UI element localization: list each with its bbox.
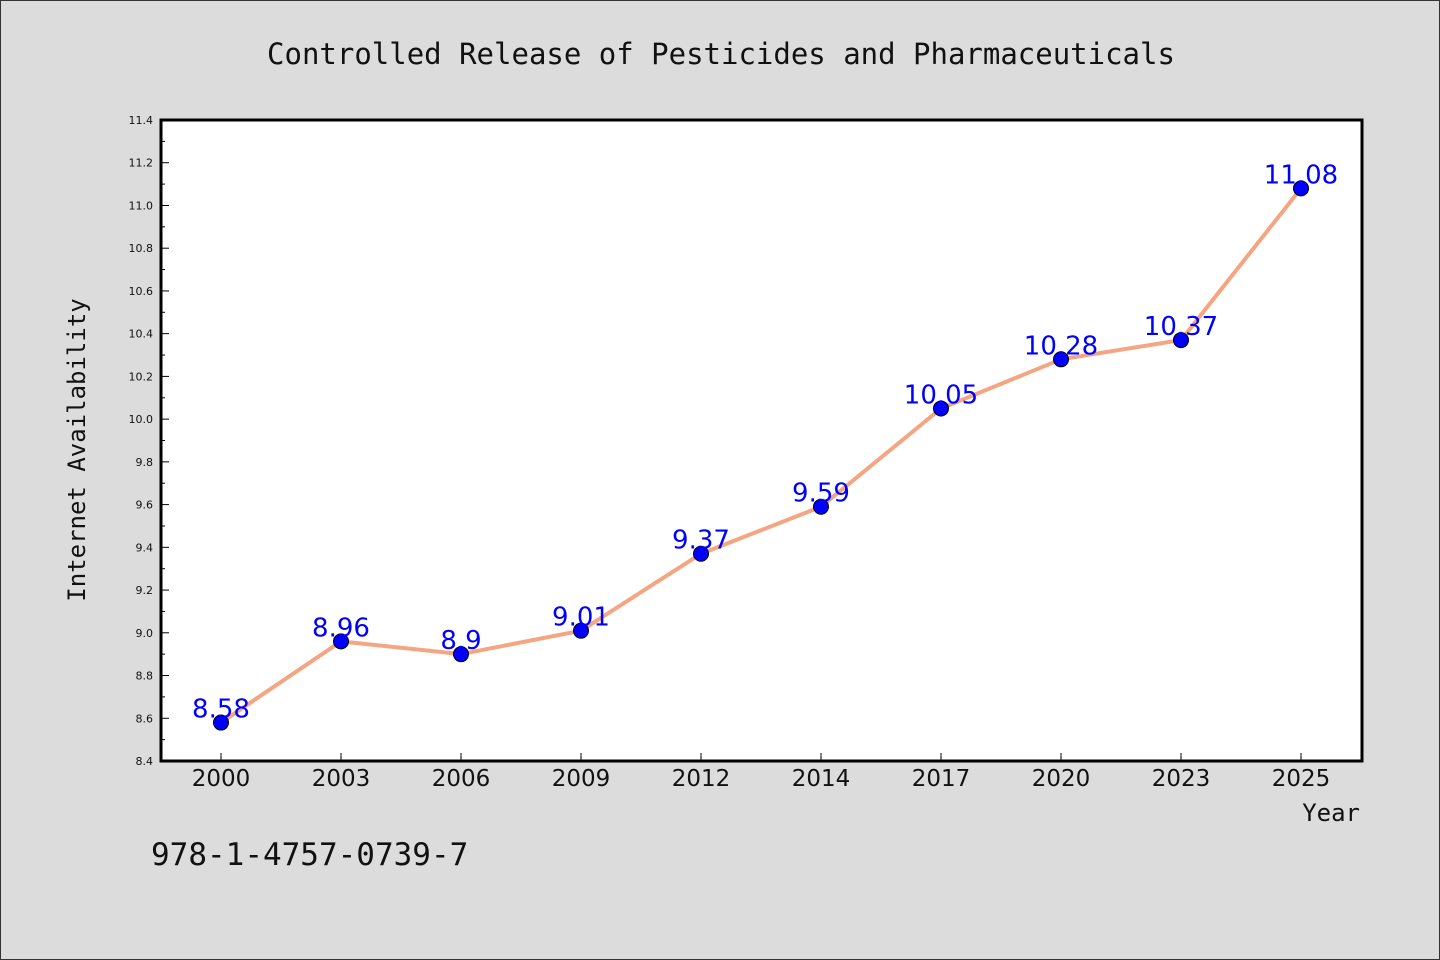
x-tick-label: 2012: [672, 766, 731, 792]
x-axis-title: Year: [1302, 799, 1360, 827]
x-tick-label: 2023: [1152, 766, 1211, 792]
data-point: [573, 622, 589, 639]
data-label: 10.28: [1024, 331, 1098, 361]
series-markers: [213, 180, 1309, 731]
y-tick-label: 10.6: [129, 285, 154, 298]
data-point: [213, 714, 229, 731]
data-label: 8.9: [440, 626, 481, 656]
y-tick-label: 10.8: [129, 242, 154, 255]
data-point: [1173, 332, 1189, 349]
x-axis: 2000 2003 2006 2009 2012 2014 2017 2020 2023 2025: [192, 753, 1331, 792]
data-point: [813, 498, 829, 515]
y-tick-label: 8.6: [136, 712, 154, 725]
y-tick-label: 10.2: [129, 370, 154, 383]
series-line: [219, 187, 1303, 725]
x-tick-label: 2020: [1032, 766, 1091, 792]
x-tick-label: 2000: [192, 766, 251, 792]
data-label: 11.08: [1264, 160, 1338, 190]
x-tick-label: 2009: [552, 766, 611, 792]
data-label: 10.05: [904, 380, 978, 410]
data-point: [333, 633, 349, 650]
y-tick-label: 10.4: [129, 328, 154, 341]
y-tick-label: 11.4: [129, 114, 154, 127]
data-label: 9.59: [792, 479, 850, 509]
data-labels: 8.58 8.96 8.9 9.01 9.37 9.59 10.05 10.28 10.37 11…: [192, 160, 1338, 724]
y-tick-label: 9.6: [136, 499, 154, 512]
x-tick-label: 2006: [432, 766, 491, 792]
data-label: 8.58: [192, 695, 250, 725]
data-label: 9.01: [552, 603, 610, 633]
data-point: [1053, 351, 1069, 368]
data-label: 8.96: [312, 613, 370, 643]
y-tick-label: 9.4: [136, 541, 154, 554]
plot-area: [159, 118, 1364, 763]
y-axis-title: Internet Availability: [63, 298, 91, 601]
data-point: [693, 545, 709, 562]
y-tick-label: 9.2: [136, 584, 154, 597]
x-tick-label: 2017: [912, 766, 971, 792]
data-point: [1293, 180, 1309, 197]
y-tick-label: 9.0: [136, 627, 154, 640]
y-tick-label: 10.0: [129, 413, 154, 426]
data-label: 10.37: [1144, 312, 1218, 342]
chart-title: Controlled Release of Pesticides and Pha…: [267, 37, 1175, 71]
x-tick-label: 2003: [312, 766, 371, 792]
x-tick-label: 2025: [1272, 766, 1331, 792]
data-point: [933, 400, 949, 417]
y-tick-label: 11.0: [129, 199, 154, 212]
y-tick-label: 8.8: [136, 670, 154, 683]
y-tick-label: 9.8: [136, 456, 154, 469]
isbn-text: 978-1-4757-0739-7: [151, 837, 468, 873]
data-label: 9.37: [672, 526, 730, 556]
y-axis: 8.4 8.6 8.8 9.0 9.2 9.4 9.6 9.8 10.0 10.2 10.4 10.6…: [129, 114, 169, 768]
y-tick-label: 11.2: [129, 157, 154, 170]
x-tick-label: 2014: [792, 766, 851, 792]
data-point: [453, 646, 469, 663]
y-tick-label: 8.4: [136, 755, 154, 768]
